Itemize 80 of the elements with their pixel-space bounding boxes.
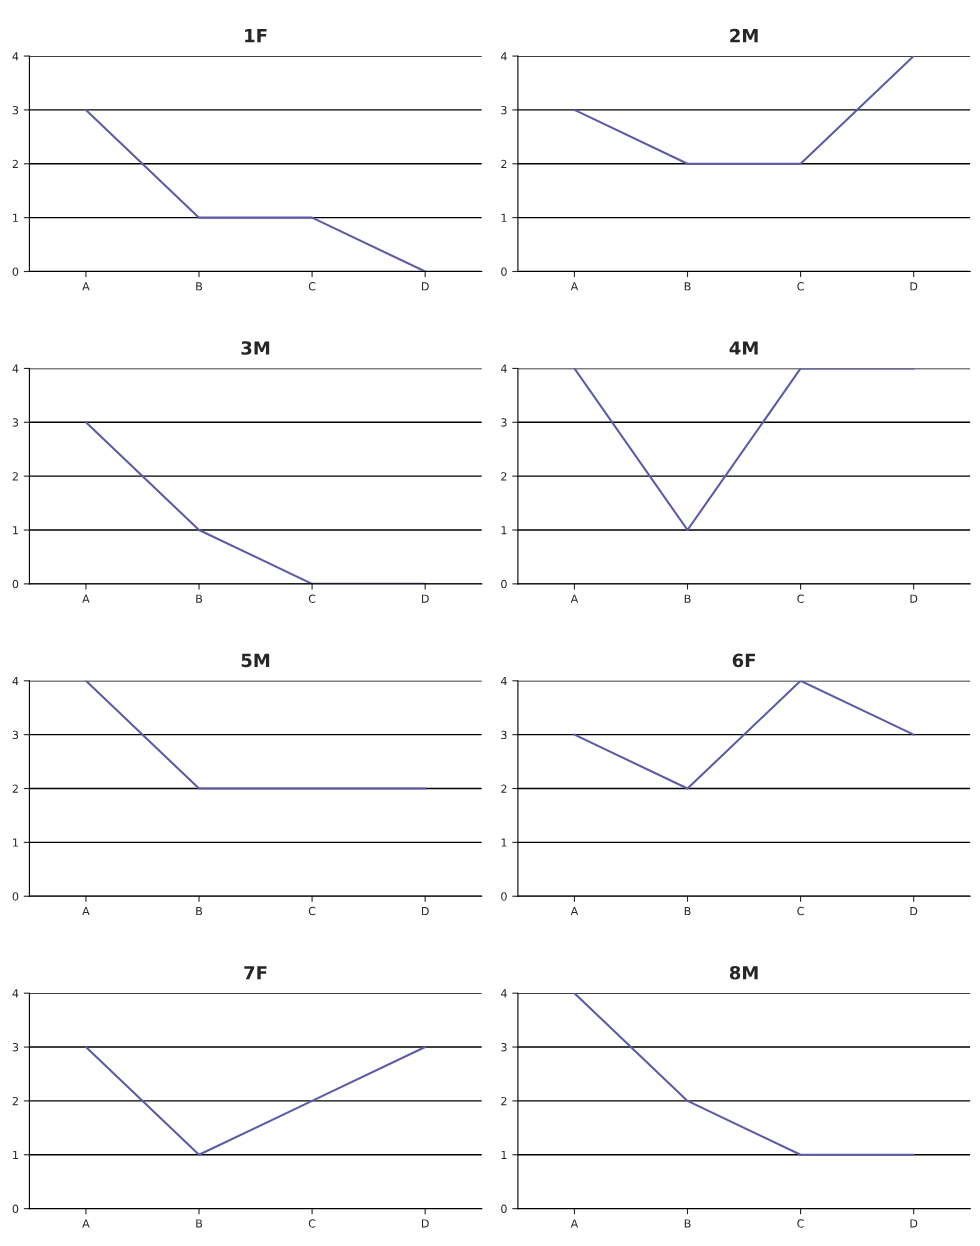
y-tick-label: 2 [501, 1096, 507, 1106]
x-tick-label: A [82, 282, 90, 291]
x-tick-label: D [421, 282, 429, 291]
y-tick-label: 1 [13, 838, 18, 847]
y-tick-label: 4 [12, 364, 19, 373]
y-tick-label: 0 [12, 892, 19, 901]
x-tick-label: A [570, 907, 579, 916]
y-tick-label: 0 [501, 579, 507, 589]
chart-title: 4M [729, 341, 758, 355]
x-tick-label: D [421, 594, 429, 603]
x-tick-label: C [797, 594, 804, 603]
y-tick-label: 0 [12, 267, 19, 276]
x-tick-label: C [308, 1219, 316, 1228]
x-tick-label: D [910, 594, 918, 603]
x-tick-label: A [570, 1219, 579, 1228]
x-tick-label: D [421, 907, 429, 916]
y-tick-label: 0 [501, 1204, 507, 1213]
chart-title: 8M [729, 965, 758, 980]
y-tick-label: 3 [501, 105, 507, 115]
y-tick-label: 1 [13, 526, 18, 535]
x-tick-label: C [797, 282, 804, 291]
x-tick-label: B [196, 282, 203, 291]
y-tick-label: 2 [501, 159, 507, 169]
x-tick-label: D [421, 1219, 429, 1228]
y-tick-label: 1 [13, 1150, 18, 1159]
y-tick-label: 3 [12, 105, 19, 115]
x-tick-label: B [196, 1219, 203, 1228]
y-tick-label: 2 [12, 1096, 18, 1106]
x-tick-label: A [82, 1219, 90, 1228]
y-tick-label: 0 [12, 1204, 19, 1213]
x-tick-label: C [797, 1219, 804, 1228]
chart-title: 6F [732, 653, 755, 668]
chart-title: 5M [241, 653, 270, 668]
y-tick-label: 0 [501, 892, 507, 901]
chart-title: 3M [241, 341, 270, 355]
x-tick-label: B [684, 594, 691, 603]
y-tick-label: 4 [500, 989, 507, 998]
y-tick-label: 2 [12, 472, 18, 481]
x-tick-label: C [308, 282, 316, 291]
x-tick-label: A [82, 907, 90, 916]
y-tick-label: 1 [501, 213, 507, 222]
y-tick-label: 1 [13, 213, 18, 222]
x-tick-label: B [196, 907, 203, 916]
x-tick-label: C [308, 906, 316, 916]
y-tick-label: 1 [501, 1150, 507, 1159]
y-tick-label: 3 [501, 1043, 507, 1052]
x-tick-label: B [684, 282, 691, 291]
chart-title: 2M [730, 28, 758, 43]
y-tick-label: 4 [500, 364, 507, 373]
y-tick-label: 2 [12, 159, 18, 169]
x-tick-label: B [684, 1219, 691, 1228]
x-tick-label: A [570, 282, 579, 291]
y-tick-label: 0 [501, 267, 507, 276]
x-tick-label: D [910, 1219, 918, 1228]
y-tick-label: 4 [500, 52, 507, 61]
x-tick-label: B [684, 907, 691, 916]
chart-title: 7F [244, 966, 267, 980]
x-tick-label: A [570, 594, 579, 603]
y-tick-label: 3 [12, 1043, 19, 1052]
x-tick-label: B [196, 594, 203, 603]
y-tick-label: 0 [12, 579, 19, 589]
x-tick-label: C [797, 906, 804, 916]
y-tick-label: 4 [500, 676, 507, 686]
y-tick-label: 1 [501, 526, 507, 535]
y-tick-label: 2 [12, 784, 18, 793]
y-tick-label: 2 [501, 472, 507, 481]
y-tick-label: 3 [12, 730, 19, 740]
y-tick-label: 3 [12, 418, 19, 427]
chart-title: 1F [245, 29, 267, 43]
y-tick-label: 3 [501, 418, 507, 427]
y-tick-label: 1 [501, 838, 507, 847]
y-tick-label: 4 [12, 52, 19, 61]
y-tick-label: 4 [12, 989, 19, 998]
y-tick-label: 3 [501, 730, 507, 740]
x-tick-label: D [910, 282, 918, 291]
y-tick-label: 2 [501, 784, 507, 793]
x-tick-label: D [910, 907, 918, 916]
x-tick-label: C [308, 594, 316, 603]
y-tick-label: 4 [12, 676, 19, 686]
x-tick-label: A [82, 594, 90, 603]
